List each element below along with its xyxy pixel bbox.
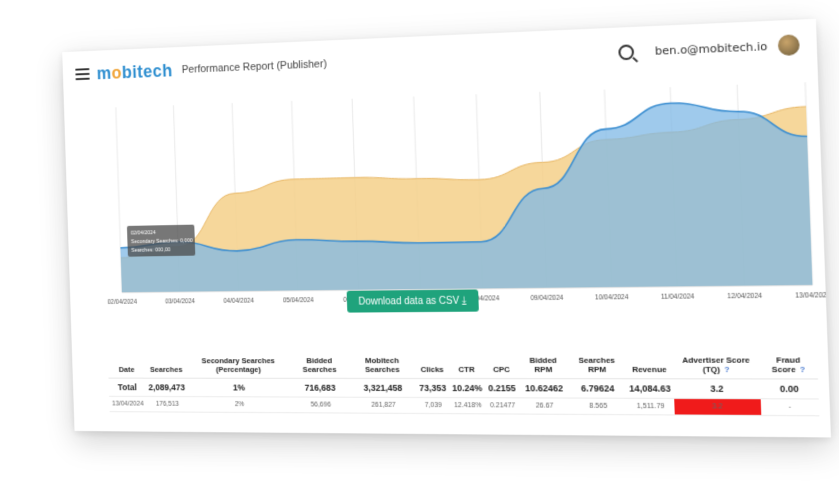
logo-text-m: m	[96, 63, 111, 83]
column-header[interactable]: Bidded RPM	[517, 325, 569, 378]
table-cell: 7,039	[417, 397, 450, 413]
help-icon[interactable]: ?	[800, 365, 806, 374]
download-csv-button[interactable]: Download data as CSV ⤓	[347, 289, 479, 312]
user-email[interactable]: ben.o@mobitech.io	[655, 39, 768, 57]
column-header-label: CTR	[458, 365, 475, 374]
chart-tooltip: 02/04/2024 Secondary Searches: 0,000 Searc…	[127, 225, 195, 257]
column-header[interactable]: Mobitech Searches	[348, 326, 416, 378]
table-cell: 6.79624	[569, 379, 626, 399]
table-cell: 3,321,458	[349, 378, 416, 397]
table-cell: 0.21477	[486, 398, 520, 414]
column-header[interactable]: Bidded Searches	[289, 326, 350, 378]
table-cell: 176,513	[146, 396, 188, 412]
column-header[interactable]: Fraud Score?	[758, 324, 818, 379]
column-header[interactable]: Searches RPM	[567, 325, 626, 379]
column-header-label: CPC	[493, 365, 510, 374]
search-icon[interactable]	[618, 44, 634, 60]
column-header[interactable]: Date	[107, 328, 146, 379]
column-header-label: Searches	[150, 365, 183, 374]
table-cell: 73,353	[416, 378, 449, 397]
x-tick-label: 13/04/2024	[795, 292, 826, 300]
table-cell: 3.2	[674, 379, 761, 399]
table-cell: -	[761, 399, 820, 416]
table-cell: 3.2	[674, 398, 761, 415]
column-header-label: Advertiser Score (TQ)	[682, 355, 750, 374]
area-chart[interactable]: 02/04/2024 Secondary Searches: 0,000 Searc…	[64, 69, 827, 316]
x-tick-label: 12/04/2024	[727, 293, 762, 301]
table-cell: 12.418%	[450, 398, 487, 414]
menu-icon[interactable]	[75, 68, 90, 80]
table-cell: 13/04/2024	[109, 396, 147, 412]
table-cell: 1%	[187, 378, 291, 397]
report-table: Date Searches Secondary Searches (Percenta…	[107, 324, 819, 417]
column-header-label: Bidded Searches	[303, 356, 337, 374]
x-tick-label: 02/04/2024	[107, 299, 137, 306]
tooltip-line: Secondary Searches: 0,000	[131, 238, 193, 245]
column-header[interactable]: Revenue	[624, 325, 674, 379]
logo-text-o: o	[111, 62, 122, 82]
x-tick-label: 03/04/2024	[165, 298, 195, 305]
column-header-label: Date	[119, 365, 135, 374]
table-row: 13/04/2024 176,513 2% 56,696 261,827 7,039 12.…	[109, 396, 819, 415]
column-header-label: Bidded RPM	[529, 356, 557, 374]
column-header[interactable]: Secondary Searches (Percentage)	[186, 327, 291, 379]
table-cell: 10.62462	[518, 379, 569, 398]
table-cell: Total	[109, 378, 147, 396]
column-header[interactable]: Searches	[144, 327, 188, 378]
table-cell: 14,084.63	[626, 379, 674, 399]
x-tick-label: 09/04/2024	[530, 294, 564, 302]
x-tick-label: 04/04/2024	[223, 298, 254, 305]
column-header-label: Revenue	[632, 365, 667, 374]
tooltip-date: 02/04/2024	[131, 230, 156, 236]
column-header-label: Clicks	[420, 365, 443, 374]
column-header-label: Fraud Score	[772, 355, 801, 374]
x-tick-label: 10/04/2024	[595, 294, 629, 302]
table-cell: 2,089,473	[146, 378, 189, 396]
x-tick-label: 11/04/2024	[661, 293, 695, 301]
column-header-label: Mobitech Searches	[365, 356, 400, 374]
column-header[interactable]: Advertiser Score (TQ)?	[672, 324, 760, 379]
column-header[interactable]: CPC	[483, 325, 518, 378]
column-header[interactable]: CTR	[447, 326, 485, 379]
user-area: ben.o@mobitech.io	[618, 33, 817, 62]
download-csv-label: Download data as CSV	[358, 295, 459, 307]
table-cell: 1,511.79	[627, 398, 675, 415]
table-header-row: Date Searches Secondary Searches (Percenta…	[107, 324, 818, 379]
column-header[interactable]: Clicks	[414, 326, 449, 379]
page-title: Performance Report (Publisher)	[182, 58, 327, 76]
logo[interactable]: mobitech	[96, 60, 173, 83]
logo-text-suffix: bitech	[122, 60, 173, 81]
report-card: mobitech Performance Report (Publisher) …	[62, 19, 831, 438]
table-cell: 56,696	[291, 397, 350, 413]
table-cell: 10.24%	[449, 379, 486, 398]
table-cell: 0.2155	[485, 379, 519, 398]
x-tick-label: 05/04/2024	[283, 297, 314, 304]
avatar[interactable]	[778, 34, 800, 56]
column-header-label: Secondary Searches (Percentage)	[201, 356, 274, 374]
table-cell: 261,827	[350, 397, 417, 413]
column-header-label: Searches RPM	[578, 356, 615, 374]
table-cell: 716,683	[290, 378, 350, 397]
table-body: Total 2,089,473 1% 716,683 3,321,458 73,353 10…	[109, 378, 820, 416]
table-cell: 0.00	[760, 379, 819, 399]
download-icon: ⤓	[462, 295, 467, 306]
help-icon[interactable]: ?	[724, 365, 730, 374]
chart-series	[116, 98, 812, 292]
table-cell: 26.67	[519, 398, 570, 414]
tooltip-line: Searches: 000,00	[131, 247, 170, 254]
table-cell: 8.565	[570, 398, 627, 415]
table-cell: 2%	[188, 397, 292, 413]
